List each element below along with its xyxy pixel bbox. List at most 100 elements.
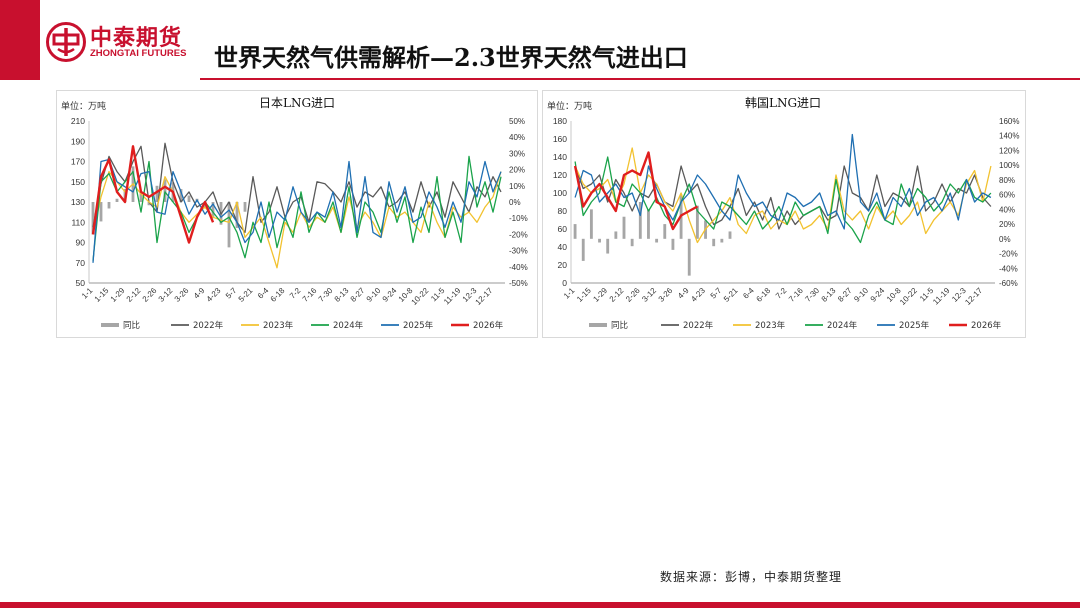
y-tick-label: 60 xyxy=(558,224,568,234)
y2-tick-label: -30% xyxy=(509,247,528,256)
x-tick-label: 3-26 xyxy=(173,286,191,304)
series-line-2026 xyxy=(573,151,698,231)
x-tick-label: 7-2 xyxy=(774,286,789,301)
y-tick-label: 210 xyxy=(71,116,85,126)
series-line-2026 xyxy=(91,145,215,244)
y2-tick-label: -10% xyxy=(509,214,528,223)
yoy-bar xyxy=(99,202,103,222)
x-tick-label: 1-29 xyxy=(109,286,127,304)
x-tick-label: 11-19 xyxy=(442,286,463,307)
x-tick-label: 7-16 xyxy=(787,286,805,304)
chart-title: 日本LNG进口 xyxy=(259,96,335,110)
y-tick-label: 140 xyxy=(553,152,567,162)
yoy-bar xyxy=(235,202,239,228)
x-tick-label: 8-27 xyxy=(836,286,854,304)
series-line-2025 xyxy=(92,158,502,263)
yoy-bar xyxy=(589,209,593,239)
y2-tick-label: 120% xyxy=(999,146,1019,155)
x-tick-label: 7-16 xyxy=(301,286,319,304)
legend-swatch xyxy=(589,323,607,327)
yoy-bar xyxy=(139,192,143,202)
x-tick-label: 2-26 xyxy=(624,286,642,304)
y-tick-label: 100 xyxy=(553,188,567,198)
y-tick-label: 120 xyxy=(553,170,567,180)
legend-item: 2022年 xyxy=(171,320,224,331)
title-underline xyxy=(200,78,1080,80)
y2-tick-label: 0% xyxy=(999,235,1011,244)
yoy-bar xyxy=(227,202,231,248)
yoy-bar xyxy=(243,202,247,212)
legend-label: 2022年 xyxy=(193,320,224,331)
legend-item: 2024年 xyxy=(311,320,364,331)
x-tick-label: 7-30 xyxy=(803,286,821,304)
legend-item: 2024年 xyxy=(805,320,858,331)
korea-lng-chart-panel: 单位：万吨 韩国LNG进口 180 160 140 120 100 80 60 40 20 0 160%… xyxy=(542,90,1026,338)
yoy-bar xyxy=(573,224,577,239)
y2-tick-label: -60% xyxy=(999,279,1018,288)
legend-item: 2025年 xyxy=(877,320,930,331)
legend-item: 同比 xyxy=(101,320,140,331)
legend-item: 2023年 xyxy=(241,320,294,331)
series-line-2022 xyxy=(574,165,992,230)
legend-label: 2023年 xyxy=(263,320,294,331)
yoy-bar xyxy=(606,238,610,254)
series-line-2024 xyxy=(574,156,992,244)
legend-item: 2022年 xyxy=(661,320,714,331)
page-title: 世界天然气供需解析—2.3世界天然气进出口 xyxy=(214,43,688,72)
yoy-bar xyxy=(695,205,699,239)
y-tick-label: 150 xyxy=(71,177,85,187)
yoy-bar xyxy=(581,238,585,261)
data-source-note: 数据来源：彭博，中泰期货整理 xyxy=(660,570,843,584)
y-tick-label: 50 xyxy=(76,278,86,288)
x-tick-label: 3-12 xyxy=(157,286,175,304)
y2-tick-label: 40% xyxy=(509,133,525,142)
legend-item: 2023年 xyxy=(733,320,786,331)
japan-lng-chart: 单位：万吨 日本LNG进口 210 190 170 150 130 110 90 70 50 50% 4… xyxy=(61,96,528,331)
y2-tick-label: 40% xyxy=(999,205,1015,214)
series-line-2023 xyxy=(92,170,502,269)
y-tick-label: 130 xyxy=(71,197,85,207)
legend-swatch xyxy=(101,323,119,327)
yoy-bar xyxy=(163,179,167,202)
x-tick-label: 6-4 xyxy=(741,286,756,301)
legend-label: 2026年 xyxy=(971,320,1002,331)
legend-label: 2026年 xyxy=(473,320,504,331)
logo-mark-icon xyxy=(46,22,86,62)
y-tick-label: 110 xyxy=(71,217,85,227)
yoy-bar xyxy=(107,202,111,209)
y2-tick-label: -40% xyxy=(999,264,1018,273)
x-tick-label: 5-7 xyxy=(709,286,724,301)
x-tick-label: 8-13 xyxy=(820,286,838,304)
y2-tick-label: 30% xyxy=(509,149,525,158)
x-tick-label: 12-17 xyxy=(474,286,495,307)
x-tick-label: 9-24 xyxy=(869,286,887,304)
x-tick-label: 11-19 xyxy=(931,286,952,307)
x-tick-label: 6-18 xyxy=(269,286,287,304)
x-tick-label: 7-30 xyxy=(317,286,335,304)
y2-tick-label: 80% xyxy=(999,176,1015,185)
y-tick-label: 40 xyxy=(558,242,568,252)
legend-label: 2023年 xyxy=(755,320,786,331)
legend-label: 2024年 xyxy=(333,320,364,331)
x-tick-label: 10-22 xyxy=(410,286,431,307)
yoy-bar xyxy=(712,238,716,247)
y-tick-label: 20 xyxy=(558,260,568,270)
logo-english-text: ZHONGTAI FUTURES xyxy=(90,48,187,59)
chart-title: 韩国LNG进口 xyxy=(745,95,821,110)
yoy-bar xyxy=(630,238,634,247)
legend-label: 同比 xyxy=(611,320,628,331)
yoy-bar xyxy=(638,202,642,239)
y2-tick-label: -20% xyxy=(509,230,528,239)
x-tick-label: 5-21 xyxy=(722,286,740,304)
yoy-bar xyxy=(647,209,650,239)
x-tick-label: 8-27 xyxy=(349,286,367,304)
y-tick-label: 160 xyxy=(553,134,567,144)
x-tick-label: 4-9 xyxy=(676,286,691,301)
legend-label: 同比 xyxy=(123,320,140,331)
japan-lng-chart-panel: 单位：万吨 日本LNG进口 210 190 170 150 130 110 90 70 50 50% 4… xyxy=(56,90,538,338)
y-tick-label: 80 xyxy=(558,206,568,216)
y-tick-label: 0 xyxy=(562,278,567,288)
yoy-bar xyxy=(147,202,151,206)
x-tick-label: 2-12 xyxy=(125,286,143,304)
unit-label: 单位：万吨 xyxy=(61,100,106,112)
